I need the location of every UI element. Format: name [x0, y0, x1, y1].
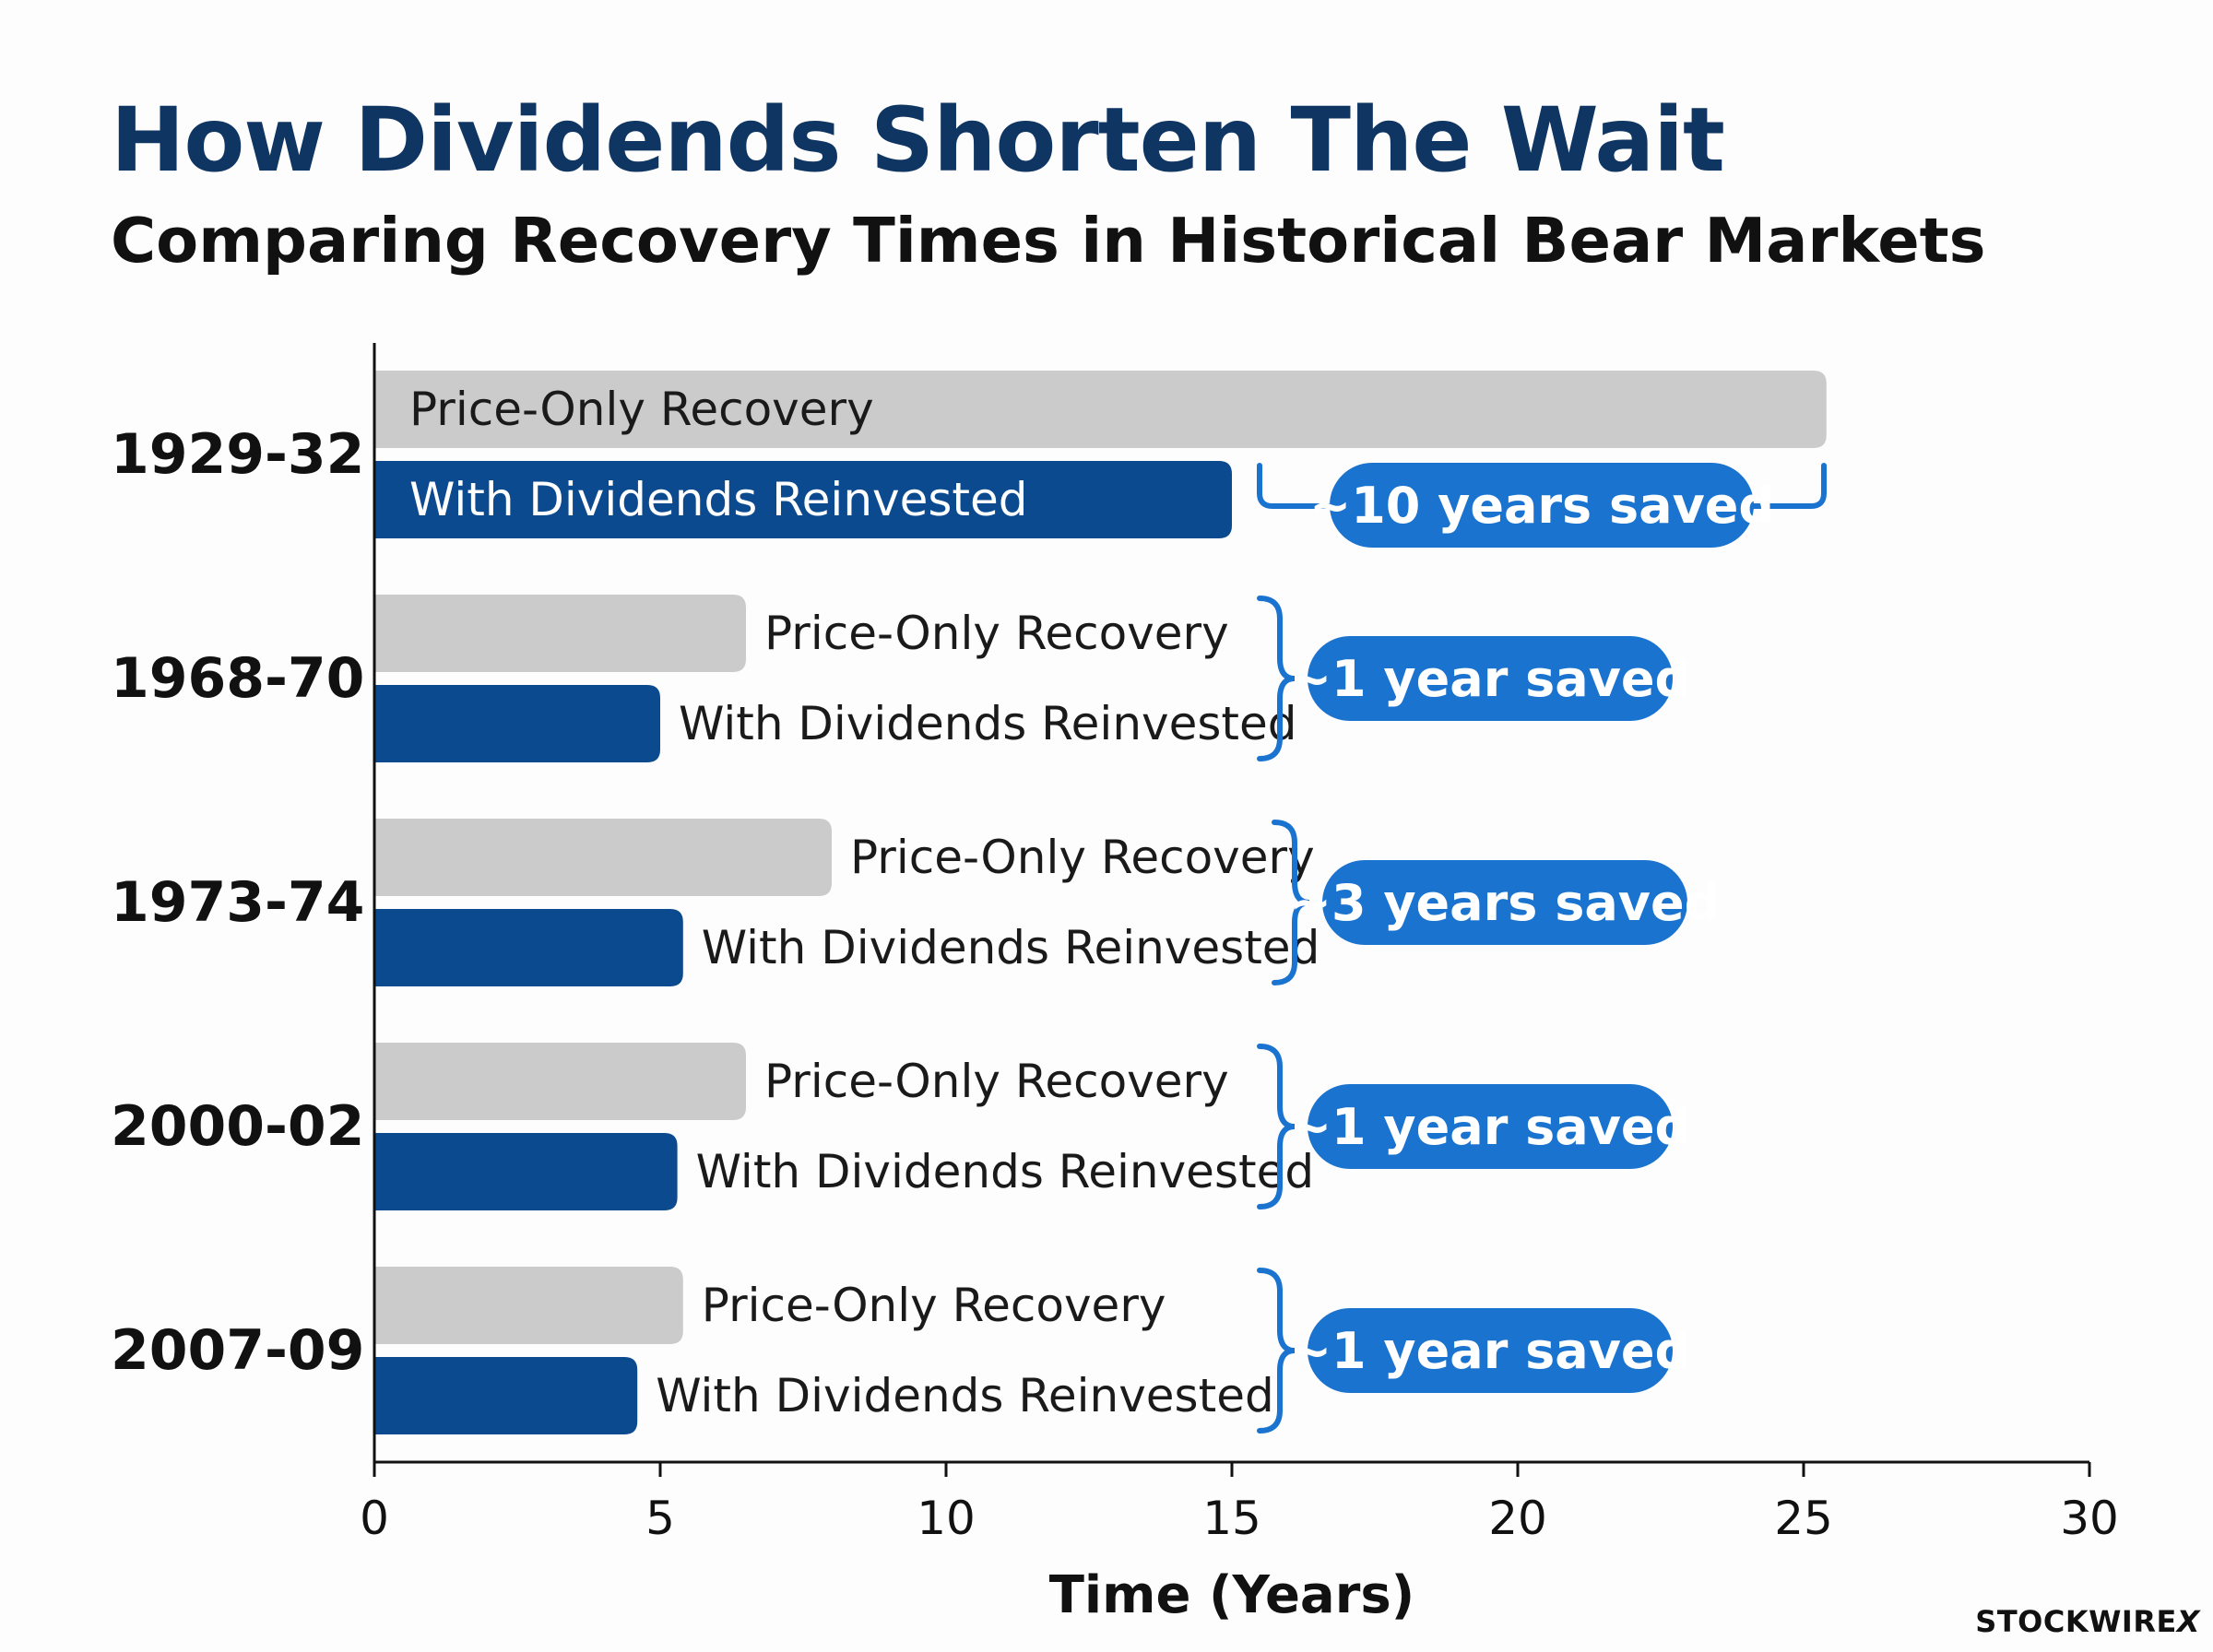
- x-tick-label: 10: [917, 1492, 976, 1545]
- savings-badge-text: ~1 year saved: [1290, 650, 1690, 708]
- series-label-dividends: With Dividends Reinvested: [696, 1145, 1315, 1198]
- savings-badge-text: ~10 years saved: [1309, 477, 1774, 535]
- category-label: 1973-74: [111, 870, 364, 935]
- series-label-price: Price-Only Recovery: [702, 1279, 1166, 1332]
- series-label-price: Price-Only Recovery: [409, 383, 874, 436]
- series-label-dividends: With Dividends Reinvested: [679, 697, 1297, 750]
- x-tick-label: 15: [1202, 1492, 1261, 1545]
- savings-brace: [1272, 820, 1310, 985]
- series-label-dividends: With Dividends Reinvested: [702, 921, 1320, 974]
- savings-badge-text: ~1 year saved: [1290, 1322, 1690, 1380]
- bar-dividends: [374, 461, 1232, 538]
- category-label: 1968-70: [111, 646, 364, 711]
- series-label-price: Price-Only Recovery: [764, 1055, 1229, 1108]
- chart-title: How Dividends Shorten The Wait: [111, 88, 1725, 192]
- x-tick-label: 0: [360, 1492, 389, 1545]
- x-tick-label: 5: [645, 1492, 675, 1545]
- brand-logo: STOCKWIREX: [1975, 1604, 2200, 1639]
- brand-mark: X: [2176, 1604, 2200, 1639]
- x-tick-label: 30: [2060, 1492, 2119, 1545]
- bar-dividends: [374, 685, 660, 762]
- bar-price-only: [374, 595, 746, 672]
- savings-badge: [1308, 1084, 1673, 1169]
- savings-badge-text: ~3 years saved: [1290, 874, 1721, 932]
- savings-badge: [1308, 636, 1673, 721]
- x-tick-label: 25: [1774, 1492, 1833, 1545]
- series-label-price: Price-Only Recovery: [850, 831, 1315, 884]
- bar-price-only: [374, 1267, 683, 1344]
- category-label: 2007-09: [111, 1318, 364, 1383]
- savings-badge-text: ~1 year saved: [1290, 1098, 1690, 1156]
- series-label-price: Price-Only Recovery: [764, 607, 1229, 660]
- bar-dividends: [374, 1133, 678, 1210]
- x-axis-label: Time (Years): [1049, 1565, 1415, 1625]
- bar-price-only: [374, 819, 832, 896]
- savings-badge: [1322, 860, 1687, 945]
- savings-brace: [1257, 596, 1296, 761]
- series-label-dividends: With Dividends Reinvested: [656, 1369, 1274, 1422]
- savings-badge: [1308, 1308, 1673, 1393]
- bar-price-only: [374, 371, 1827, 448]
- bar-dividends: [374, 1357, 638, 1434]
- chart-subtitle: Comparing Recovery Times in Historical B…: [111, 205, 1986, 277]
- series-label-dividends: With Dividends Reinvested: [409, 473, 1028, 526]
- savings-badge: [1330, 463, 1754, 548]
- savings-brace: [1257, 1044, 1296, 1210]
- category-label: 1929-32: [111, 422, 364, 487]
- savings-brace: [1257, 1268, 1296, 1434]
- bar-price-only: [374, 1043, 746, 1120]
- category-label: 2000-02: [111, 1094, 364, 1159]
- bar-dividends: [374, 909, 683, 986]
- x-tick-label: 20: [1488, 1492, 1547, 1545]
- brand-name: STOCKWIRE: [1975, 1604, 2177, 1639]
